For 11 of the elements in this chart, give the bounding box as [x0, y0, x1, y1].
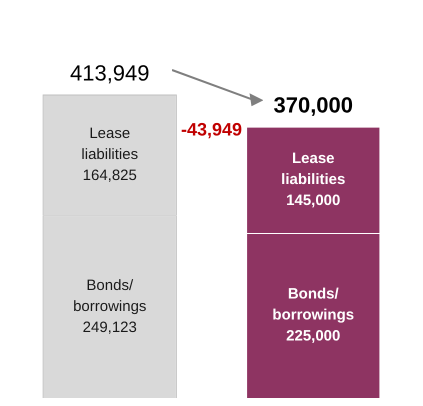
total-label: 370,000 [273, 92, 354, 118]
data-label: 249,123 [82, 318, 137, 336]
total-label: 413,949 [70, 60, 150, 86]
data-label: 145,000 [286, 192, 340, 209]
text: Bonds/ borrowings [73, 276, 146, 315]
data-label: 225,000 [286, 328, 340, 345]
series-label: Bonds/ borrowings [272, 286, 354, 324]
annotation: -43,949 [180, 120, 242, 140]
data-label: 164,825 [82, 167, 137, 184]
text: Lease liabilities [81, 125, 138, 164]
series-label: Lease liabilities [281, 150, 346, 188]
